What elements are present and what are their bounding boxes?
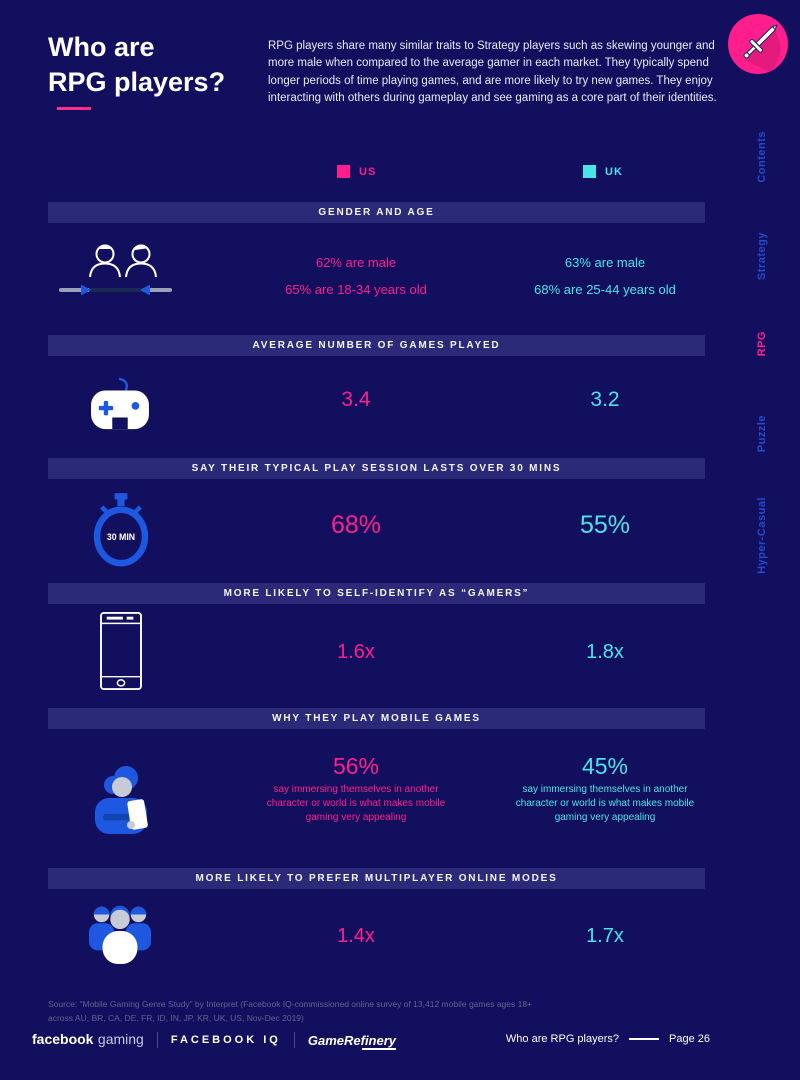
page-number: Page 26 bbox=[669, 1033, 710, 1045]
us-multiplayer-value: 1.4x bbox=[337, 925, 375, 947]
page-title-line2: RPG players? bbox=[48, 67, 226, 98]
uk-session-value: 55% bbox=[579, 511, 631, 539]
legend-us: US bbox=[337, 165, 376, 178]
page-title-line1: Who are bbox=[48, 32, 155, 62]
smartphone-icon bbox=[99, 611, 143, 696]
sidebar-tab-strategy[interactable]: Strategy bbox=[756, 232, 768, 281]
section-header-games-played: AVERAGE NUMBER OF GAMES PLAYED bbox=[48, 335, 705, 356]
gamepad-icon bbox=[89, 375, 151, 436]
us-identify-value: 1.6x bbox=[337, 641, 375, 663]
sidebar-tab-puzzle[interactable]: Puzzle bbox=[756, 415, 768, 453]
page-title: Who are RPG players? bbox=[48, 30, 225, 100]
sidebar-tab-hyper-casual[interactable]: Hyper-Casual bbox=[756, 497, 768, 574]
uk-color-swatch bbox=[583, 165, 596, 178]
facebook-iq-logo: FACEBOOK IQ bbox=[170, 1034, 281, 1046]
player-avatar-icon bbox=[85, 762, 157, 839]
section-header-why-play: WHY THEY PLAY MOBILE GAMES bbox=[48, 708, 705, 729]
uk-games-value: 3.2 bbox=[590, 388, 620, 411]
source-note: Source: “Mobile Gaming Genre Study” by I… bbox=[48, 998, 532, 1025]
page-reference-label: Who are RPG players? bbox=[505, 1033, 620, 1045]
uk-why-description: say immersing themselves in another char… bbox=[515, 784, 695, 823]
sword-icon bbox=[728, 14, 788, 74]
group-icon bbox=[85, 900, 155, 969]
uk-why-value: 45% bbox=[581, 753, 629, 779]
title-underline bbox=[57, 107, 91, 110]
us-color-swatch bbox=[337, 165, 350, 178]
facebook-gaming-logo: facebook gaming bbox=[32, 1031, 144, 1047]
gamerefinery-logo: GameRefinery bbox=[307, 1032, 397, 1050]
legend-uk-label: UK bbox=[605, 165, 623, 178]
us-age-stat: 65% are 18-34 years old bbox=[285, 282, 427, 297]
us-why-value: 56% bbox=[332, 753, 380, 779]
stopwatch-label: 30 MIN bbox=[107, 532, 135, 542]
footer-logos: facebook gaming FACEBOOK IQ GameRefinery bbox=[32, 1031, 397, 1050]
logo-divider bbox=[156, 1032, 158, 1048]
us-gender-stat: 62% are male bbox=[315, 255, 397, 270]
uk-gender-stat: 63% are male bbox=[564, 255, 646, 270]
page-reference-dash bbox=[629, 1038, 660, 1040]
us-games-value: 3.4 bbox=[341, 388, 371, 411]
uk-age-stat: 68% are 25-44 years old bbox=[534, 282, 676, 297]
intro-paragraph: RPG players share many similar traits to… bbox=[268, 40, 717, 104]
gender-slider-icon bbox=[58, 241, 173, 304]
uk-identify-value: 1.8x bbox=[586, 641, 624, 663]
source-line1: Source: “Mobile Gaming Genre Study” by I… bbox=[48, 999, 533, 1009]
source-line2: across AU, BR, CA, DE, FR, ID, IN, JP, K… bbox=[48, 1012, 304, 1023]
logo-divider bbox=[293, 1032, 295, 1048]
section-header-gender-age: GENDER AND AGE bbox=[48, 202, 705, 223]
sidebar-tab-rpg[interactable]: RPG bbox=[756, 331, 768, 357]
section-header-session-length: SAY THEIR TYPICAL PLAY SESSION LASTS OVE… bbox=[48, 458, 705, 479]
section-header-multiplayer: MORE LIKELY TO PREFER MULTIPLAYER ONLINE… bbox=[48, 868, 705, 889]
uk-multiplayer-value: 1.7x bbox=[586, 925, 624, 947]
us-why-description: say immersing themselves in another char… bbox=[266, 784, 446, 823]
rpg-sword-badge bbox=[728, 14, 788, 74]
stopwatch-icon: 30 MIN bbox=[86, 491, 156, 574]
us-session-value: 68% bbox=[330, 511, 382, 539]
legend-us-label: US bbox=[359, 165, 377, 178]
legend-uk: UK bbox=[583, 165, 623, 178]
page-reference: Who are RPG players? Page 26 bbox=[506, 1033, 710, 1045]
sidebar-tab-contents[interactable]: Contents bbox=[756, 131, 768, 183]
section-header-self-identify: MORE LIKELY TO SELF-IDENTIFY AS “GAMERS” bbox=[48, 583, 705, 604]
